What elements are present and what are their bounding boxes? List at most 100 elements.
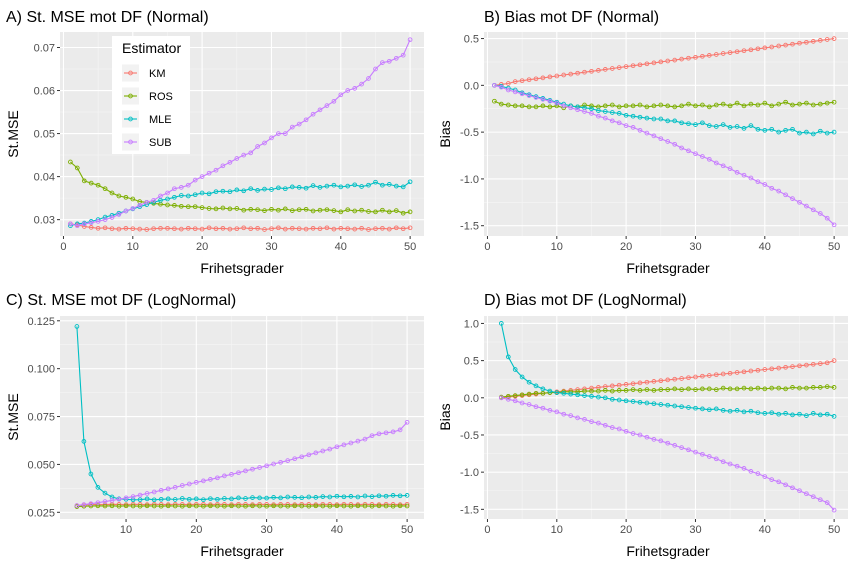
series-sub (492, 82, 837, 228)
data-point-ros (665, 103, 671, 109)
data-point-sub (348, 440, 354, 446)
data-point-sub (341, 442, 347, 448)
data-point-mle (373, 179, 378, 185)
data-point-mle (404, 493, 410, 498)
data-point-mle (693, 405, 698, 411)
data-point-mle (296, 185, 302, 190)
data-point-mle (345, 183, 351, 189)
data-point-mle (199, 190, 205, 196)
data-point-mle (400, 184, 406, 190)
data-point-km (331, 226, 337, 232)
data-point-mle (644, 400, 650, 406)
data-point-mle (352, 182, 358, 188)
data-point-ros (623, 388, 629, 393)
data-point-sub (390, 429, 396, 435)
data-point-ros (220, 205, 226, 211)
data-point-sub (192, 177, 198, 183)
data-point-ros (390, 503, 396, 509)
x-tick-label: 40 (759, 524, 771, 536)
data-point-km (790, 364, 795, 369)
data-point-km (630, 381, 636, 387)
data-point-km (700, 373, 705, 379)
data-point-km (255, 225, 260, 231)
data-point-ros (172, 503, 178, 509)
y-tick-label: -0.5 (460, 127, 479, 139)
data-point-sub (713, 160, 719, 166)
data-point-mle (658, 116, 664, 122)
data-point-ros (658, 102, 664, 108)
data-point-mle (158, 496, 164, 502)
data-point-mle (769, 126, 775, 132)
data-point-sub (102, 499, 108, 504)
data-point-ros (74, 165, 80, 171)
data-point-sub (404, 419, 410, 425)
series-line-ros (494, 100, 835, 109)
data-point-mle (748, 123, 754, 128)
data-point-km (824, 37, 830, 42)
y-tick-label: -1.0 (460, 174, 479, 186)
data-point-sub (88, 501, 94, 507)
data-point-sub (589, 111, 594, 116)
data-point-mle (817, 128, 823, 134)
data-point-mle (206, 191, 212, 197)
data-point-mle (644, 115, 650, 121)
data-point-sub (262, 140, 267, 146)
data-point-ros (172, 203, 177, 208)
data-point-sub (276, 131, 281, 136)
data-point-km (734, 370, 740, 375)
data-point-mle (215, 496, 220, 502)
data-point-sub (338, 92, 344, 98)
data-point-km (589, 68, 594, 74)
data-point-km (810, 361, 816, 367)
data-point-km (130, 226, 136, 232)
data-point-mle (299, 495, 305, 501)
data-point-sub (102, 217, 108, 222)
series-line-km (494, 38, 835, 86)
data-point-ros (320, 503, 326, 509)
data-point-km (109, 226, 115, 232)
data-point-mle (727, 125, 733, 130)
data-point-mle (720, 122, 726, 127)
data-point-ros (376, 503, 382, 509)
data-point-mle (637, 399, 643, 405)
data-point-ros (373, 209, 378, 215)
data-point-km (658, 59, 664, 65)
data-point-km (672, 57, 678, 63)
y-tick-label: 0.5 (464, 356, 479, 368)
data-point-mle (179, 496, 185, 501)
data-point-km (276, 225, 281, 231)
data-point-mle (547, 388, 553, 394)
data-point-ros (250, 503, 255, 509)
data-point-km (404, 501, 410, 507)
data-point-ros (68, 159, 73, 165)
data-point-sub (831, 222, 837, 228)
data-point-km (706, 53, 712, 58)
data-point-mle (706, 123, 712, 128)
data-point-km (234, 226, 240, 232)
data-point-mle (192, 192, 198, 198)
data-point-sub (299, 454, 305, 460)
data-point-sub (561, 103, 567, 109)
data-point-mle (327, 494, 333, 500)
data-point-mle (407, 179, 413, 185)
data-point-km (345, 226, 351, 232)
data-point-mle (755, 126, 761, 132)
data-point-ros (540, 390, 546, 396)
data-point-mle (637, 114, 643, 120)
data-point-ros (762, 386, 768, 392)
data-point-ros (616, 388, 622, 393)
data-point-sub (575, 107, 580, 113)
panel-4: 0 10 20 30 40 50 -1.5 -1.0 -0.5 0.0 0.5 1.0 D) Bias … (437, 292, 848, 559)
data-point-mle (338, 184, 344, 190)
data-point-sub (498, 84, 504, 90)
data-point-km (151, 226, 156, 232)
x-tick-label: 30 (265, 241, 277, 253)
data-point-sub (213, 167, 219, 173)
data-point-ros (109, 503, 115, 509)
data-point-sub (185, 182, 191, 188)
data-point-ros (186, 503, 192, 509)
data-point-sub (672, 141, 678, 147)
data-point-km (213, 226, 219, 232)
data-point-sub (651, 133, 657, 139)
data-point-ros (269, 206, 274, 212)
